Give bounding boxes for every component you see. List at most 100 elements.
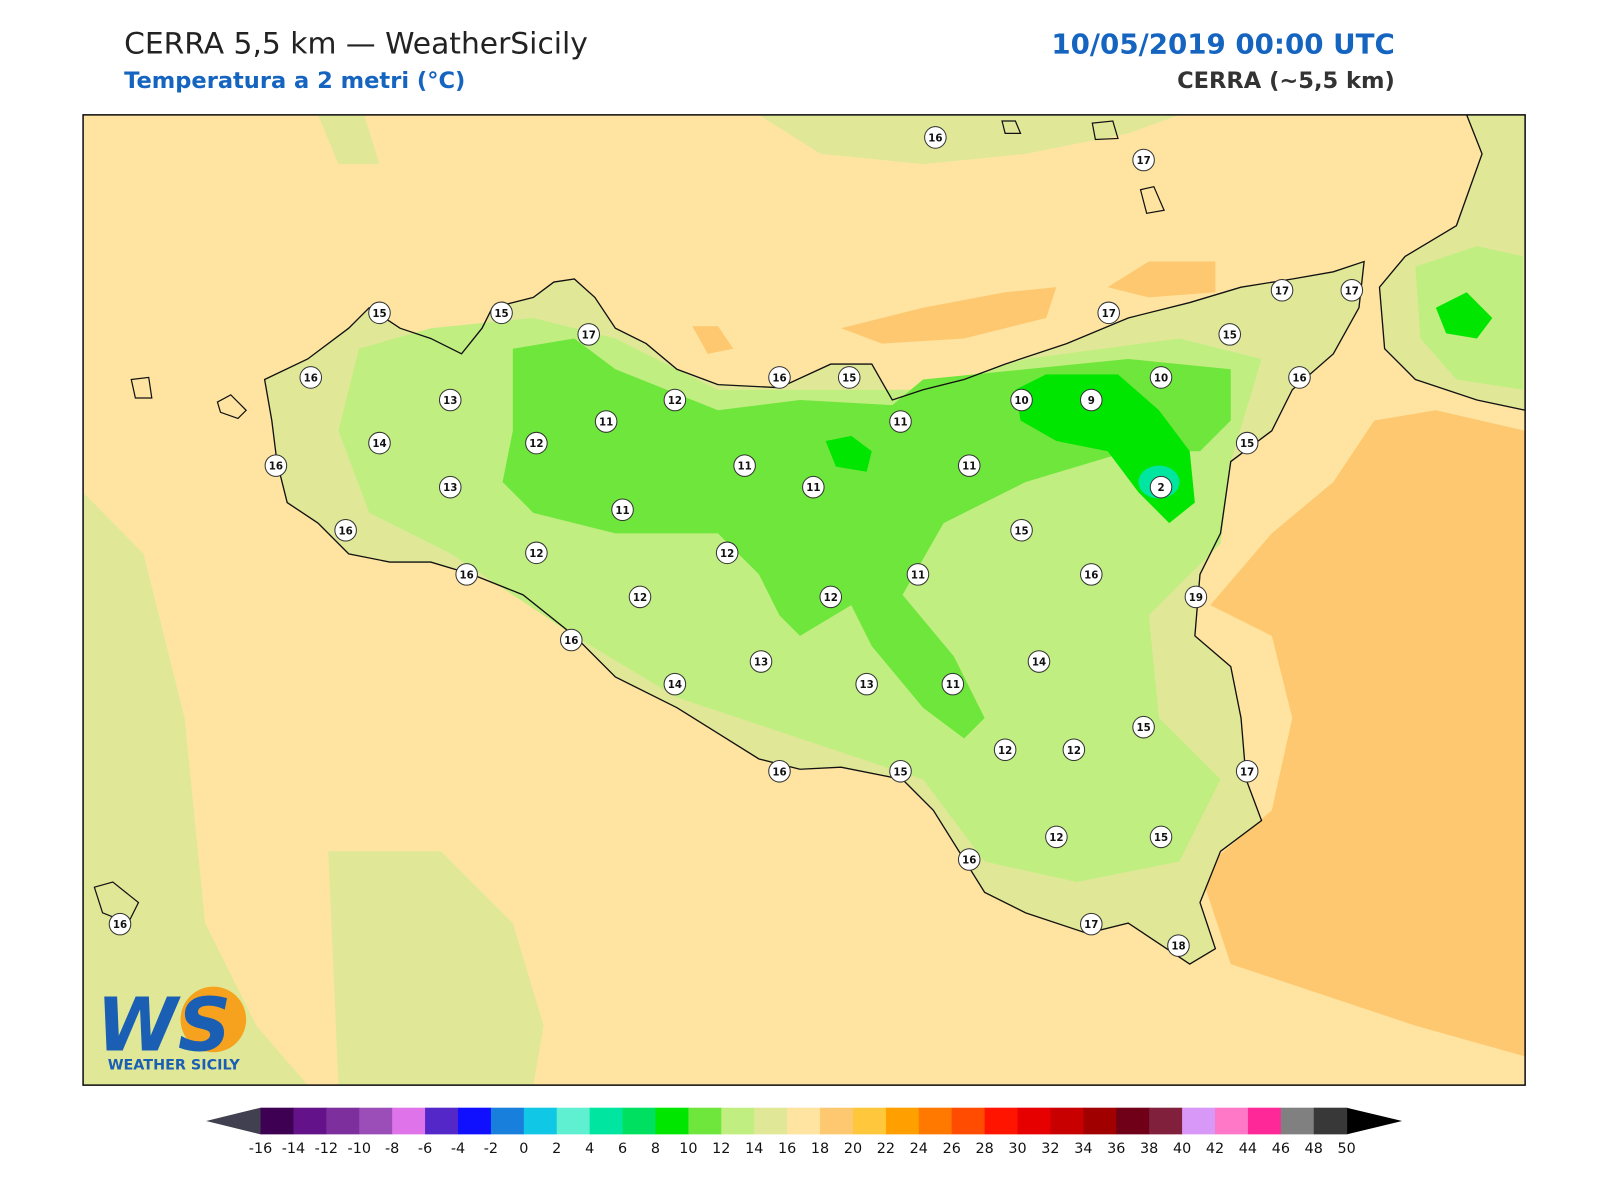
station-marker bbox=[941, 672, 965, 696]
station-marker bbox=[594, 410, 618, 433]
sea-field bbox=[1107, 261, 1216, 298]
station: 16 bbox=[299, 366, 323, 389]
colorbar-bin bbox=[1017, 1107, 1051, 1135]
colorbar-tick-label: 28 bbox=[975, 1141, 993, 1157]
station-value: 17 bbox=[1240, 766, 1254, 778]
station-value: 10 bbox=[1014, 395, 1028, 407]
station: 15 bbox=[1149, 825, 1173, 849]
station-value: 16 bbox=[460, 569, 474, 581]
station-value: 17 bbox=[1084, 919, 1098, 931]
island bbox=[1001, 120, 1022, 134]
station: 13 bbox=[438, 388, 462, 412]
station-value: 16 bbox=[269, 461, 283, 473]
colorbar-under bbox=[206, 1107, 261, 1135]
station: 12 bbox=[525, 541, 548, 565]
island bbox=[130, 376, 153, 399]
station-marker bbox=[334, 518, 357, 542]
station: 12 bbox=[525, 431, 548, 455]
station: 11 bbox=[941, 672, 965, 696]
station: 17 bbox=[1340, 278, 1364, 302]
colorbar-bin bbox=[359, 1107, 393, 1135]
colorbar-tick-label: 42 bbox=[1206, 1141, 1224, 1157]
station-value: 15 bbox=[1223, 329, 1237, 341]
colorbar-tick-label: 22 bbox=[877, 1141, 895, 1157]
station-value: 11 bbox=[962, 461, 976, 473]
station-value: 11 bbox=[806, 482, 820, 494]
sea-field bbox=[841, 287, 1057, 344]
station: 16 bbox=[924, 126, 947, 149]
colorbar-tick-label: 14 bbox=[745, 1141, 763, 1157]
station-marker bbox=[1218, 323, 1242, 346]
station-value: 13 bbox=[443, 482, 457, 494]
station-value: 16 bbox=[564, 635, 578, 647]
island bbox=[93, 881, 140, 924]
station-marker bbox=[368, 301, 391, 325]
colorbar-bin bbox=[951, 1107, 986, 1135]
station: 2 bbox=[1149, 475, 1173, 499]
station-value: 12 bbox=[1067, 745, 1081, 757]
station: 15 bbox=[1218, 323, 1242, 346]
subtitle: Temperatura a 2 metri (°C) bbox=[124, 68, 465, 94]
station-value: 11 bbox=[599, 417, 613, 429]
station: 11 bbox=[957, 454, 981, 477]
colorbar-bin bbox=[490, 1107, 525, 1135]
station-value: 16 bbox=[928, 132, 942, 144]
station-value: 12 bbox=[529, 438, 543, 450]
station: 15 bbox=[889, 760, 912, 783]
station-value: 10 bbox=[1154, 372, 1168, 384]
colorbar-bin bbox=[326, 1107, 360, 1135]
station-value: 16 bbox=[772, 372, 786, 384]
station-value: 2 bbox=[1157, 482, 1164, 494]
station-marker bbox=[525, 541, 548, 565]
colorbar-tick-label: -12 bbox=[315, 1141, 338, 1157]
station-marker bbox=[108, 912, 132, 936]
colorbar-tick-label: 30 bbox=[1008, 1141, 1026, 1157]
station-value: 12 bbox=[824, 592, 838, 604]
station: 14 bbox=[663, 672, 687, 696]
station-marker bbox=[1235, 760, 1259, 783]
colorbar-over bbox=[1346, 1107, 1403, 1135]
station: 16 bbox=[957, 848, 981, 871]
island bbox=[216, 394, 248, 420]
station: 16 bbox=[264, 454, 288, 477]
station-marker bbox=[1097, 301, 1120, 325]
colorbar-tick-label: 2 bbox=[552, 1141, 561, 1157]
station-value: 16 bbox=[1292, 372, 1306, 384]
colorbar-bin bbox=[754, 1107, 788, 1135]
colorbar-bin bbox=[787, 1107, 821, 1135]
station: 17 bbox=[1235, 760, 1259, 783]
station-value: 14 bbox=[372, 438, 386, 450]
colorbar-tick-label: -4 bbox=[451, 1141, 465, 1157]
station-marker bbox=[438, 475, 462, 499]
sea-field bbox=[758, 114, 1180, 165]
coastline bbox=[1378, 114, 1526, 411]
colorbar-tick-label: 10 bbox=[679, 1141, 697, 1157]
station-value: 12 bbox=[668, 395, 682, 407]
station-marker bbox=[525, 431, 548, 455]
station-value: 12 bbox=[720, 548, 734, 560]
station-value: 17 bbox=[1345, 285, 1359, 297]
station: 10 bbox=[1149, 366, 1173, 389]
colorbar-bin bbox=[260, 1107, 294, 1135]
station: 16 bbox=[768, 366, 791, 389]
station-marker bbox=[1340, 278, 1364, 302]
station-value: 17 bbox=[1275, 285, 1289, 297]
station: 12 bbox=[628, 585, 652, 609]
land-field bbox=[502, 338, 1231, 739]
logo-name: WEATHER SICILY bbox=[108, 1058, 241, 1074]
map-frame bbox=[82, 114, 1526, 1086]
station-marker bbox=[802, 475, 825, 499]
station: 17 bbox=[1270, 278, 1294, 302]
land-field bbox=[825, 435, 872, 472]
colorbar-tick-label: 34 bbox=[1074, 1141, 1092, 1157]
colorbar-bin bbox=[655, 1107, 689, 1135]
logo-sun bbox=[180, 986, 247, 1053]
station: 15 bbox=[490, 301, 513, 325]
station-value: 15 bbox=[1136, 722, 1150, 734]
station: 16 bbox=[560, 628, 583, 652]
source: CERRA (~5,5 km) bbox=[1177, 68, 1395, 94]
station: 11 bbox=[906, 563, 930, 586]
colorbar-tick-label: 38 bbox=[1140, 1141, 1158, 1157]
station: 12 bbox=[993, 738, 1017, 762]
